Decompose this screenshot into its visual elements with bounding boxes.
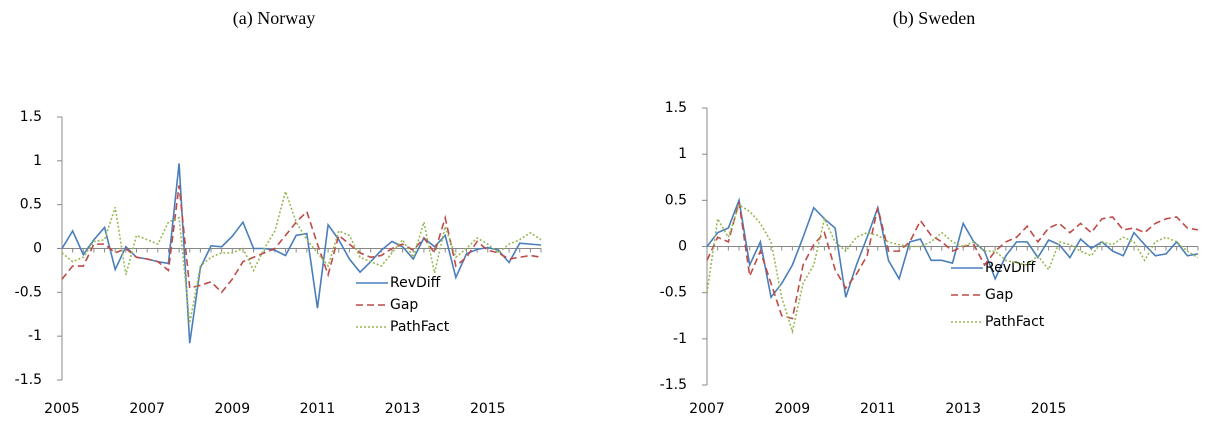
y-tick-label: 1.5 <box>665 100 687 116</box>
x-tick-label: 2011 <box>300 401 336 417</box>
y-tick-label: 1 <box>33 153 42 169</box>
x-tick-label: 2009 <box>214 401 250 417</box>
series-line <box>61 185 542 294</box>
x-tick-label: 2011 <box>860 401 896 417</box>
legend-label: RevDiff <box>390 275 441 291</box>
x-tick-label: 2007 <box>129 401 165 417</box>
series-line <box>61 188 542 324</box>
legend-label: Gap <box>985 287 1013 303</box>
y-tick-label: 1 <box>678 146 687 162</box>
y-tick-label: 1.5 <box>20 109 42 125</box>
y-tick-label: -1.5 <box>15 372 42 388</box>
y-tick-label: 0 <box>33 241 42 257</box>
legend-label: PathFact <box>390 319 450 335</box>
series-line <box>706 203 1199 335</box>
x-tick-label: 2015 <box>1031 401 1067 417</box>
series-line <box>706 197 1199 300</box>
y-tick-label: 0 <box>678 239 687 255</box>
y-tick-label: -1.5 <box>660 377 687 393</box>
x-tick-label: 2013 <box>385 401 421 417</box>
x-tick-label: 2015 <box>470 401 506 417</box>
y-tick-label: -1 <box>673 331 687 347</box>
y-tick-label: -0.5 <box>660 285 687 301</box>
x-tick-label: 2007 <box>689 401 725 417</box>
legend-label: PathFact <box>985 314 1045 330</box>
y-tick-label: 0.5 <box>665 192 687 208</box>
y-tick-label: -1 <box>28 328 42 344</box>
y-tick-label: -0.5 <box>15 284 42 300</box>
chart-title: (a) Norway <box>233 8 315 29</box>
x-tick-label: 2005 <box>44 401 80 417</box>
legend-label: RevDiff <box>985 260 1036 276</box>
legend-label: Gap <box>390 297 418 313</box>
x-tick-label: 2009 <box>775 401 811 417</box>
series-line <box>61 163 542 344</box>
x-tick-label: 2013 <box>945 401 981 417</box>
chart-title: (b) Sweden <box>893 8 975 29</box>
y-tick-label: 0.5 <box>20 197 42 213</box>
